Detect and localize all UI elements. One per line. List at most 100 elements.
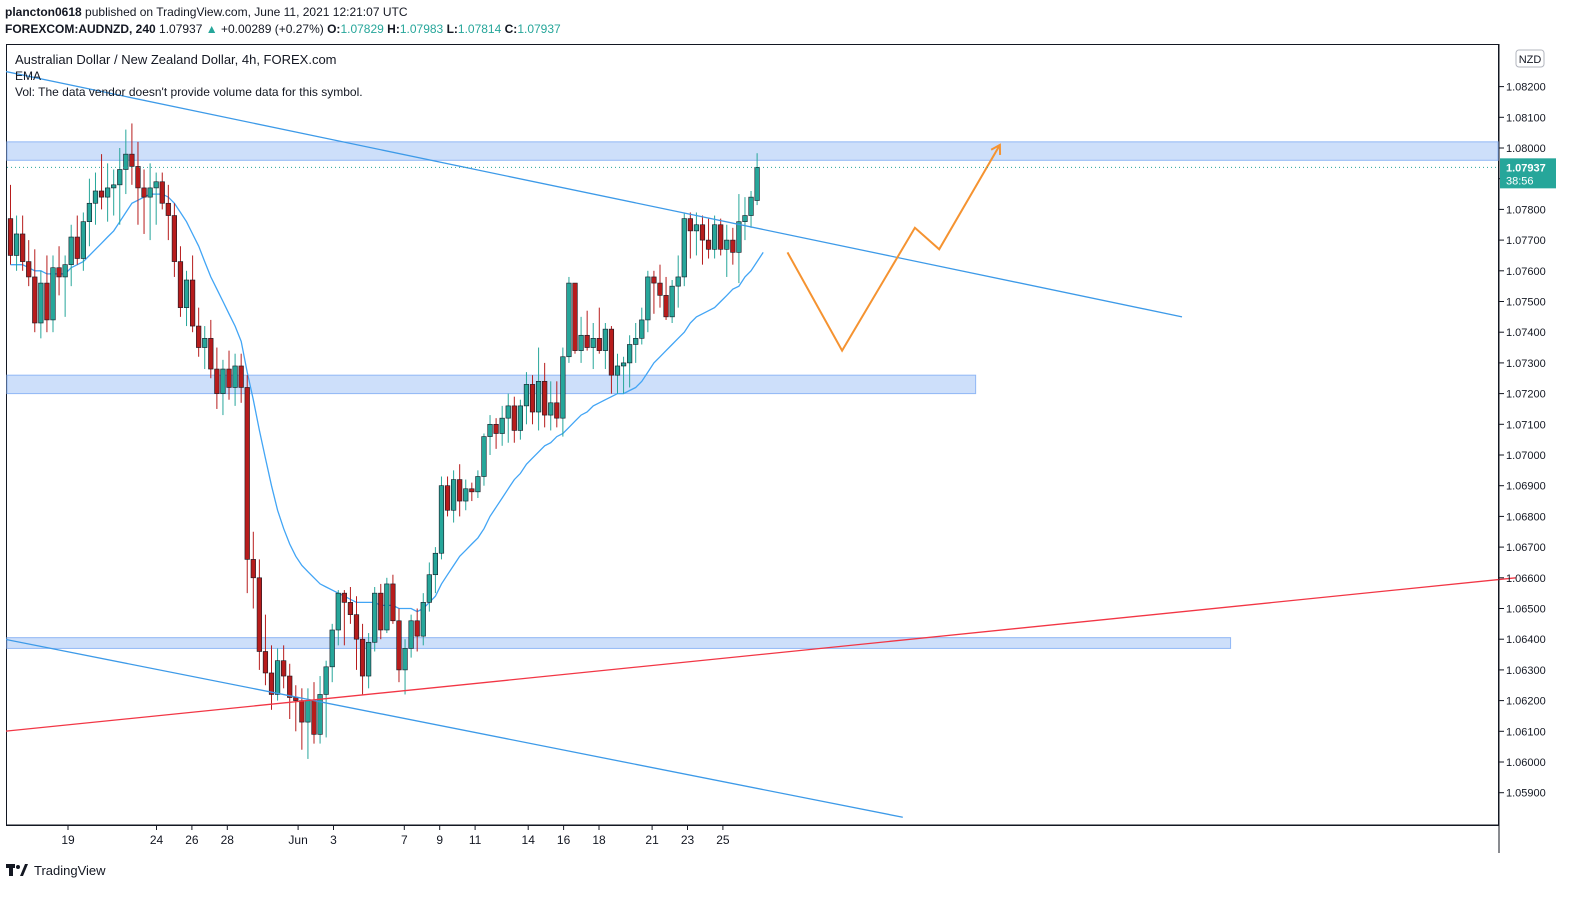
candle-body xyxy=(329,629,335,668)
candle-111 xyxy=(681,212,687,287)
candle-body xyxy=(499,417,505,434)
candle-65 xyxy=(402,639,408,695)
candle-body xyxy=(408,620,414,649)
candle-body xyxy=(62,264,68,278)
time-tick-label: 18 xyxy=(592,833,606,847)
candle-body xyxy=(426,574,432,603)
candle-body xyxy=(645,276,651,321)
candle-body xyxy=(68,236,74,265)
up-arrow-icon: ▲ xyxy=(205,22,218,36)
candle-71 xyxy=(438,476,445,560)
candle-body xyxy=(183,279,190,308)
candle-body xyxy=(238,365,244,388)
candle-body xyxy=(98,190,105,198)
candle-body xyxy=(566,282,572,358)
candle-3 xyxy=(26,240,32,287)
candle-25 xyxy=(159,172,165,210)
candle-body xyxy=(457,479,463,502)
candle-40 xyxy=(250,531,256,609)
candle-body xyxy=(208,338,214,370)
footer-brand[interactable]: TradingView xyxy=(6,858,106,882)
chart-canvas[interactable]: 19 24 26 28 Jun 3 7 9 11 14 16 18 21 23 25 1.05900 1.06… xyxy=(6,44,1573,853)
candle-body xyxy=(262,651,269,674)
candle-102 xyxy=(627,335,633,388)
candle-9 xyxy=(62,255,68,317)
candle-body xyxy=(754,167,760,201)
currency-tag[interactable]: NZD xyxy=(1515,49,1545,68)
candle-body xyxy=(268,672,275,695)
candle-59 xyxy=(366,633,372,689)
price-badge-bg xyxy=(1500,158,1556,189)
candle-121 xyxy=(742,197,748,241)
candle-body xyxy=(147,187,153,198)
candle-99 xyxy=(608,326,615,394)
open-label: O: xyxy=(327,22,341,36)
candle-body xyxy=(614,365,621,376)
candle-body xyxy=(712,224,718,250)
candle-body xyxy=(372,592,378,643)
candle-116 xyxy=(712,215,718,259)
candle-101 xyxy=(620,356,627,394)
upper-downtrend-line xyxy=(6,70,1183,318)
candle-51 xyxy=(317,676,323,744)
close-label: C: xyxy=(504,22,518,36)
drawings-layer xyxy=(6,70,1516,818)
candle-body xyxy=(129,153,135,167)
candles-layer xyxy=(7,123,760,759)
candle-122 xyxy=(748,190,754,228)
candle-body xyxy=(505,405,511,419)
candle-87 xyxy=(535,347,542,431)
candle-body xyxy=(244,387,250,560)
candle-body xyxy=(681,218,687,278)
candle-body xyxy=(111,184,117,189)
candle-93 xyxy=(572,282,578,354)
candle-16 xyxy=(105,163,111,222)
sr-zone-3 xyxy=(6,637,1232,649)
candle-body xyxy=(396,620,402,671)
candle-body xyxy=(141,187,147,198)
candle-75 xyxy=(463,479,469,511)
price-tick-label: 1.06200 xyxy=(1506,696,1546,708)
candle-body xyxy=(730,239,736,253)
candle-body xyxy=(159,181,165,204)
candle-body xyxy=(444,485,451,511)
candle-68 xyxy=(420,593,426,646)
candle-body xyxy=(529,384,536,413)
price-tick-label: 1.06500 xyxy=(1506,604,1546,616)
candle-body xyxy=(317,694,323,735)
candle-36 xyxy=(226,350,232,400)
author-name[interactable]: plancton0618 xyxy=(5,5,82,19)
candle-104 xyxy=(639,307,645,345)
candle-1 xyxy=(13,215,20,271)
candle-body xyxy=(451,479,457,511)
candle-body xyxy=(584,334,590,348)
high-value: 1.07983 xyxy=(399,22,444,36)
plot-area[interactable] xyxy=(6,44,1499,826)
candle-body xyxy=(742,215,748,222)
price-badge-countdown: 38:56 xyxy=(1506,175,1534,187)
candle-body xyxy=(475,476,481,493)
candle-body xyxy=(438,485,445,554)
time-tick-label: 16 xyxy=(557,833,571,847)
time-tick-label: 7 xyxy=(401,833,408,847)
candle-2 xyxy=(20,215,26,271)
candle-body xyxy=(7,218,14,256)
candle-42 xyxy=(262,614,269,686)
time-tick-label: 28 xyxy=(221,833,235,847)
candle-body xyxy=(274,660,281,695)
candle-body xyxy=(748,196,754,216)
candle-body xyxy=(171,215,177,262)
candle-body xyxy=(718,224,724,250)
candle-body xyxy=(117,169,123,186)
price-axis[interactable]: 1.05900 1.06000 1.06100 1.06200 1.06300 1.064… xyxy=(1498,44,1546,853)
time-axis[interactable]: 19 24 26 28 Jun 3 7 9 11 14 16 18 21 23 25 xyxy=(6,824,1499,847)
candle-105 xyxy=(645,270,651,333)
time-tick-label: 9 xyxy=(436,833,443,847)
candle-body xyxy=(542,381,548,416)
high-label: H: xyxy=(387,22,400,36)
candle-44 xyxy=(274,648,281,701)
candle-body xyxy=(602,328,608,351)
price-change: +0.00289 (+0.27%) xyxy=(221,22,324,36)
candle-89 xyxy=(548,381,554,431)
candle-28 xyxy=(177,246,184,317)
